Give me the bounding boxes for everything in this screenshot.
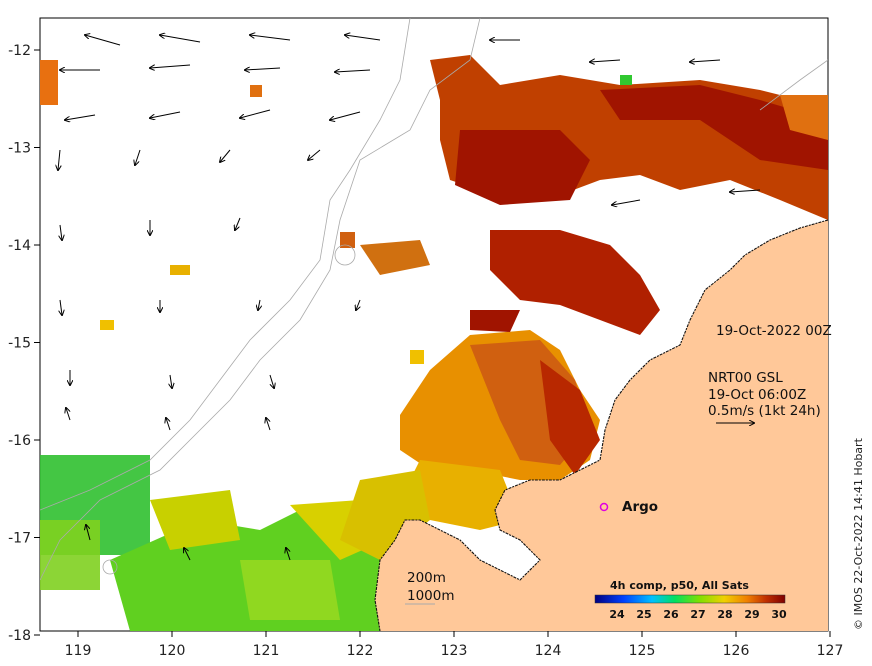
land-mass — [375, 220, 828, 631]
x-tick-label: 125 — [629, 643, 656, 659]
x-axis: 119 120 121 122 123 124 125 126 127 — [65, 631, 844, 659]
contour-200-label: 200m — [407, 570, 446, 586]
colorbar-tick-label: 28 — [717, 608, 732, 621]
x-tick-label: 119 — [65, 643, 92, 659]
x-tick-label: 122 — [347, 643, 374, 659]
x-tick-label: 120 — [159, 643, 186, 659]
y-tick-label: -12 — [8, 43, 31, 59]
current-vectors — [58, 35, 761, 561]
colorbar: 4h comp, p50, All Sats 24 25 26 27 28 29 30 — [594, 579, 787, 621]
colorbar-tick-label: 24 — [609, 608, 625, 621]
date-label: 19-Oct-2022 00Z — [716, 323, 832, 339]
argo-label: Argo — [622, 499, 658, 515]
y-tick-label: -16 — [8, 433, 31, 449]
sst-layer — [40, 55, 828, 631]
x-tick-label: 121 — [253, 643, 280, 659]
colorbar-tick-label: 27 — [690, 608, 705, 621]
colorbar-tick-label: 25 — [636, 608, 651, 621]
credit: © IMOS 22-Oct-2022 14:41 Hobart — [852, 437, 865, 630]
x-tick-label: 126 — [723, 643, 750, 659]
y-tick-label: -13 — [8, 141, 31, 157]
argo-marker — [599, 502, 609, 512]
contour-1000-label: 1000m — [407, 588, 455, 604]
colorbar-ramp — [594, 594, 786, 604]
contour-1000m — [40, 18, 411, 511]
x-tick-label: 123 — [441, 643, 468, 659]
colorbar-tick-label: 30 — [771, 608, 787, 621]
current-time: 19-Oct 06:00Z — [708, 387, 806, 403]
y-tick-label: -18 — [8, 628, 31, 644]
y-axis: -12 -13 -14 -15 -16 -17 -18 — [8, 43, 40, 644]
y-tick-label: -14 — [8, 238, 31, 254]
colorbar-tick-label: 26 — [663, 608, 679, 621]
contour-200m — [40, 18, 481, 581]
y-tick-label: -17 — [8, 531, 31, 547]
x-tick-label: 127 — [817, 643, 844, 659]
current-title: NRT00 GSL — [708, 370, 783, 386]
coastline — [374, 219, 828, 631]
colorbar-title: 4h comp, p50, All Sats — [610, 579, 749, 592]
x-tick-label: 124 — [535, 643, 562, 659]
y-tick-label: -15 — [8, 336, 31, 352]
current-scale-label: 0.5m/s (1kt 24h) — [708, 403, 821, 419]
colorbar-tick-label: 29 — [744, 608, 759, 621]
